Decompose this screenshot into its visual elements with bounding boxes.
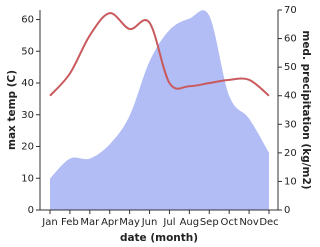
- y-tick-label: 60: [21, 15, 34, 26]
- x-tick-label: Jan: [41, 217, 57, 228]
- y2-axis-title: med. precipitation (kg/m2): [300, 30, 312, 189]
- y2-tick-label: 30: [284, 119, 297, 130]
- precipitation-area: [50, 10, 269, 210]
- x-axis-title: date (month): [120, 232, 198, 244]
- x-tick-label: Feb: [61, 217, 79, 228]
- y-tick-label: 20: [21, 142, 34, 153]
- y-tick-label: 30: [21, 110, 34, 121]
- y2-tick-label: 40: [284, 91, 297, 102]
- y2-tick-label: 70: [284, 5, 297, 16]
- x-tick-label: Dec: [259, 217, 278, 228]
- x-tick-label: Oct: [221, 217, 238, 228]
- x-tick-label: Jun: [141, 217, 158, 228]
- y2-tick-label: 0: [284, 205, 290, 216]
- x-tick-label: Nov: [239, 217, 259, 228]
- y-tick-label: 0: [28, 205, 34, 216]
- x-tick-label: May: [119, 217, 140, 228]
- y-tick-label: 50: [21, 46, 34, 57]
- x-tick-label: Aug: [180, 217, 200, 228]
- y2-tick-label: 50: [284, 62, 297, 73]
- y-tick-label: 40: [21, 78, 34, 89]
- x-tick-label: Sep: [200, 217, 219, 228]
- x-tick-label: Mar: [80, 217, 100, 228]
- x-tick-label: Jul: [162, 217, 175, 228]
- temperature-line: [49, 12, 270, 97]
- y2-tick-label: 60: [284, 34, 297, 45]
- x-tick-label: Apr: [101, 217, 119, 228]
- y2-tick-label: 20: [284, 148, 297, 159]
- y-tick-label: 10: [21, 173, 34, 184]
- y2-tick-label: 10: [284, 176, 297, 187]
- y-axis-title: max temp (C): [6, 70, 18, 150]
